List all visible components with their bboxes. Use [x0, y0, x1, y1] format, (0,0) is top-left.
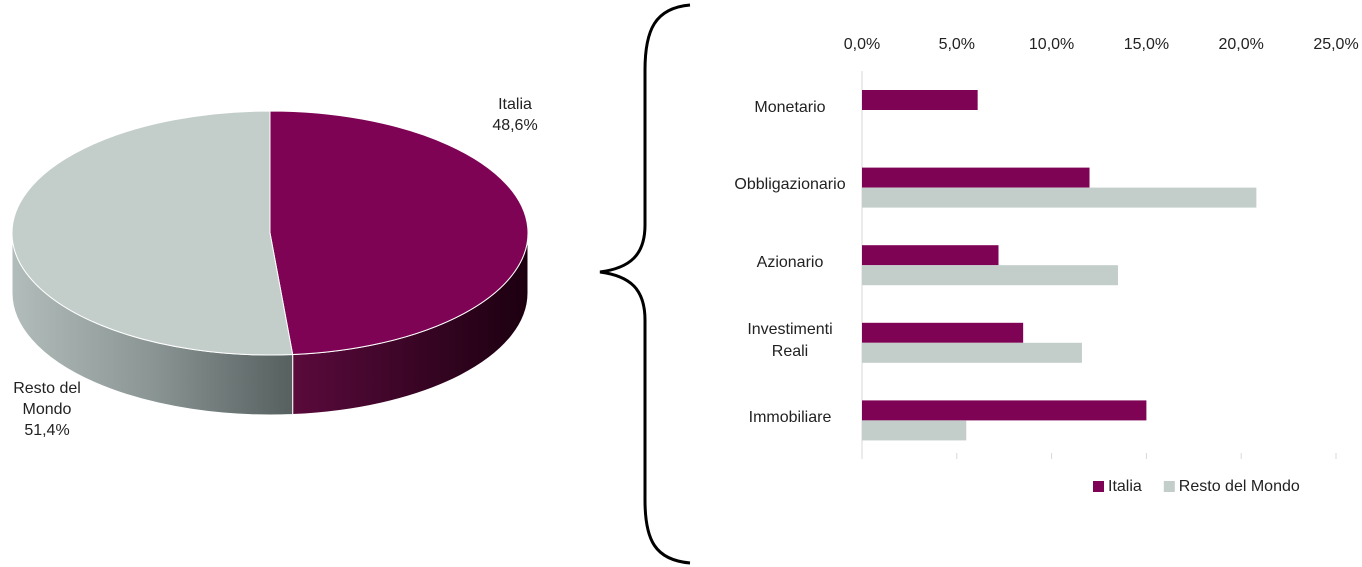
y-tick-text: Immobiliare	[748, 409, 832, 427]
y-tick-text: Azionario	[756, 254, 824, 271]
bar	[862, 245, 999, 266]
y-tick-label: Immobiliare	[705, 407, 875, 429]
y-tick-label: Azionario	[705, 252, 875, 274]
x-tick-label: 5,0%	[939, 36, 975, 53]
bar	[862, 342, 1082, 363]
pie-category-label: Resto del Mondo	[13, 380, 81, 418]
pie-category-label: Italia	[498, 96, 532, 113]
x-tick-label: 0,0%	[844, 36, 880, 53]
y-tick-label: Investimenti Reali	[705, 319, 875, 363]
legend-swatch	[1093, 481, 1104, 492]
bar	[862, 420, 967, 441]
pie-slice	[269, 110, 529, 356]
y-tick-label: Monetario	[705, 97, 875, 119]
x-tick-label: 10,0%	[1029, 36, 1074, 53]
y-tick-label: Obbligazionario	[705, 174, 875, 196]
bar	[862, 265, 1118, 286]
bar	[862, 167, 1090, 188]
bar	[862, 400, 1147, 421]
pie-label: Resto del Mondo 51,4%	[2, 378, 92, 441]
x-tick-label: 25,0%	[1313, 36, 1358, 53]
pie-value-label: 48,6%	[492, 117, 538, 134]
y-tick-text: Monetario	[754, 98, 826, 116]
pie-label: Italia 48,6%	[470, 94, 560, 136]
x-tick-label: 20,0%	[1219, 36, 1264, 53]
y-tick-text: Investimenti Reali	[747, 320, 833, 360]
x-tick-label: 15,0%	[1124, 36, 1169, 53]
bar	[862, 187, 1257, 208]
legend-swatch	[1163, 481, 1175, 492]
bar	[862, 90, 978, 110]
pie-value-label: 51,4%	[24, 422, 70, 439]
legend-label: Resto del Mondo	[1179, 478, 1300, 495]
pie-slice	[11, 110, 294, 356]
brace	[599, 3, 691, 565]
legend-label: Italia	[1108, 478, 1142, 495]
bar	[862, 322, 1024, 343]
y-tick-text: Obbligazionario	[734, 176, 846, 194]
